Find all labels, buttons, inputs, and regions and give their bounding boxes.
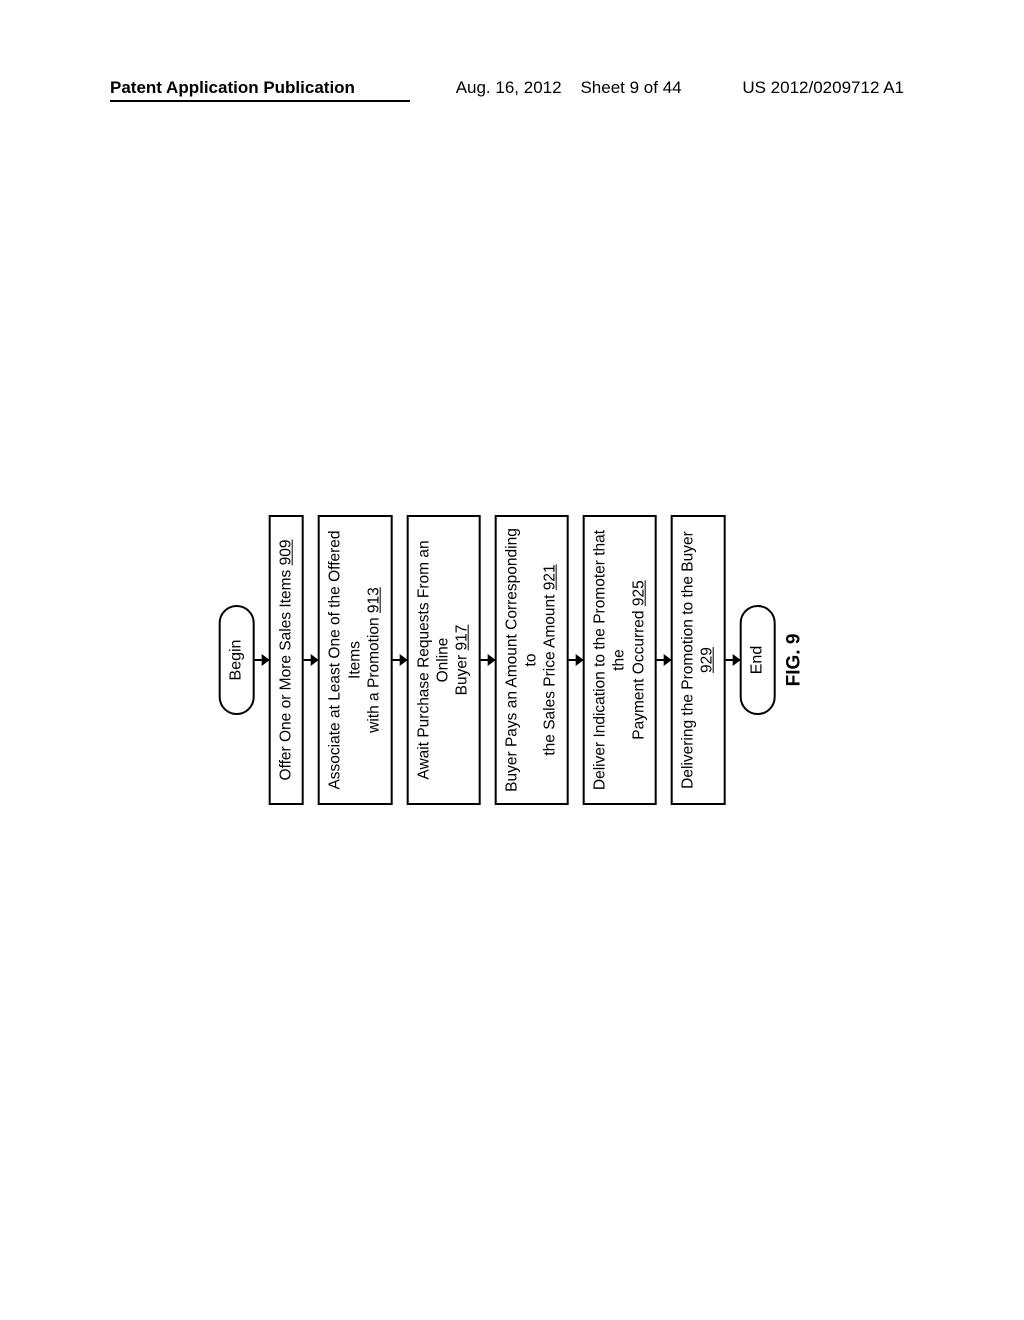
- end-label: End: [748, 646, 766, 674]
- step-line: Associate at Least One of the Offered: [327, 530, 344, 789]
- arrow-icon: [392, 659, 406, 661]
- arrow-icon: [480, 659, 494, 661]
- step-ref: 917: [454, 625, 471, 651]
- figure-label: FIG. 9: [783, 634, 805, 687]
- step-line: with a Promotion: [366, 613, 383, 733]
- flowchart-column: Begin Offer One or More Sales Items 909 …: [219, 510, 806, 810]
- begin-label: Begin: [228, 640, 246, 681]
- step-929: Delivering the Promotion to the Buyer 92…: [671, 515, 726, 805]
- end-terminal: End: [739, 605, 775, 715]
- step-917: Await Purchase Requests From an Online B…: [406, 515, 480, 805]
- step-ref: 913: [366, 587, 383, 613]
- arrow-icon: [304, 659, 318, 661]
- step-text: Delivering the Promotion to the Buyer: [680, 531, 697, 789]
- step-921: Buyer Pays an Amount Corresponding to th…: [494, 515, 568, 805]
- flowchart: Begin Offer One or More Sales Items 909 …: [202, 310, 822, 1010]
- step-line: Payment Occurred: [630, 606, 647, 740]
- step-text: Offer One or More Sales Items: [278, 565, 295, 780]
- step-line: Await Purchase Requests From an Online: [415, 540, 451, 779]
- step-925: Deliver Indication to the Promoter that …: [582, 515, 656, 805]
- header-mid: Aug. 16, 2012 Sheet 9 of 44: [355, 78, 742, 98]
- step-line: the Sales Price Amount: [542, 590, 559, 755]
- arrow-icon: [568, 659, 582, 661]
- header-left: Patent Application Publication: [110, 78, 355, 98]
- step-ref: 921: [542, 564, 559, 590]
- step-line: Buyer Pays an Amount Corresponding to: [503, 528, 539, 792]
- step-909: Offer One or More Sales Items 909: [269, 515, 304, 805]
- step-line: Deliver Indication to the Promoter that …: [591, 530, 627, 790]
- step-913: Associate at Least One of the Offered It…: [318, 515, 392, 805]
- header-date: Aug. 16, 2012: [456, 78, 562, 97]
- step-line: Buyer: [454, 651, 471, 696]
- header-sheet: Sheet 9 of 44: [580, 78, 681, 97]
- step-ref: 929: [699, 647, 716, 673]
- step-ref: 925: [630, 580, 647, 606]
- page: Patent Application Publication Aug. 16, …: [0, 0, 1024, 1320]
- begin-terminal: Begin: [219, 605, 255, 715]
- arrow-icon: [725, 659, 739, 661]
- header-rule: [110, 100, 410, 102]
- page-header: Patent Application Publication Aug. 16, …: [0, 78, 1024, 98]
- step-line: Items: [346, 641, 363, 679]
- step-ref: 909: [278, 540, 295, 566]
- header-pubno: US 2012/0209712 A1: [742, 78, 904, 98]
- arrow-icon: [255, 659, 269, 661]
- arrow-icon: [657, 659, 671, 661]
